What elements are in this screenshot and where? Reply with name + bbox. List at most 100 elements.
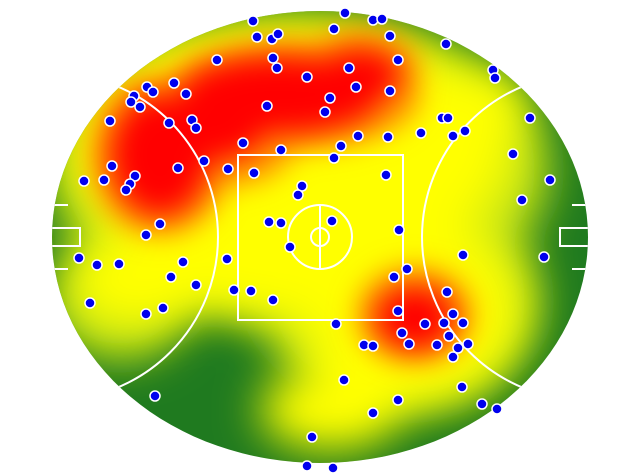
- event-marker: [392, 305, 404, 317]
- left-goal-square: [52, 227, 81, 247]
- event-marker: [247, 15, 259, 27]
- event-marker: [438, 317, 450, 329]
- event-marker: [177, 256, 189, 268]
- event-marker: [106, 160, 118, 172]
- event-marker: [447, 308, 459, 320]
- event-marker: [237, 137, 249, 149]
- event-marker: [113, 258, 125, 270]
- event-marker: [292, 189, 304, 201]
- event-marker: [267, 294, 279, 306]
- event-marker: [327, 462, 339, 474]
- event-marker: [163, 117, 175, 129]
- event-marker: [392, 54, 404, 66]
- event-marker: [221, 253, 233, 265]
- event-marker: [456, 381, 468, 393]
- event-marker: [140, 229, 152, 241]
- event-marker: [190, 279, 202, 291]
- event-marker: [441, 286, 453, 298]
- event-marker: [91, 259, 103, 271]
- event-marker: [380, 169, 392, 181]
- event-marker: [447, 130, 459, 142]
- event-marker: [275, 144, 287, 156]
- event-marker: [326, 215, 338, 227]
- event-marker: [251, 31, 263, 43]
- event-marker: [489, 72, 501, 84]
- event-marker: [452, 342, 464, 354]
- event-marker: [388, 271, 400, 283]
- event-marker: [476, 398, 488, 410]
- event-marker: [516, 194, 528, 206]
- event-marker: [440, 38, 452, 50]
- event-marker: [125, 96, 137, 108]
- event-marker: [263, 216, 275, 228]
- event-marker: [350, 81, 362, 93]
- event-marker: [324, 92, 336, 104]
- event-marker: [149, 390, 161, 402]
- event-marker: [180, 88, 192, 100]
- event-marker: [248, 167, 260, 179]
- event-marker: [98, 174, 110, 186]
- event-marker: [73, 252, 85, 264]
- event-marker: [367, 407, 379, 419]
- event-marker: [393, 224, 405, 236]
- event-marker: [228, 284, 240, 296]
- event-marker: [419, 318, 431, 330]
- event-marker: [415, 127, 427, 139]
- event-marker: [261, 100, 273, 112]
- event-marker: [352, 130, 364, 142]
- event-marker: [190, 122, 202, 134]
- event-marker: [129, 170, 141, 182]
- event-marker: [319, 106, 331, 118]
- event-marker: [157, 302, 169, 314]
- event-marker: [431, 339, 443, 351]
- event-marker: [272, 28, 284, 40]
- event-marker: [491, 403, 503, 415]
- event-marker: [457, 249, 469, 261]
- event-marker: [403, 338, 415, 350]
- event-marker: [376, 13, 388, 25]
- event-marker: [442, 112, 454, 124]
- event-marker: [104, 115, 116, 127]
- event-marker: [384, 30, 396, 42]
- event-marker: [267, 52, 279, 64]
- event-marker: [343, 62, 355, 74]
- event-markers: [73, 7, 556, 474]
- event-marker: [382, 131, 394, 143]
- event-marker: [211, 54, 223, 66]
- event-marker: [459, 125, 471, 137]
- event-marker: [198, 155, 210, 167]
- event-marker: [301, 71, 313, 83]
- event-marker: [328, 23, 340, 35]
- event-marker: [401, 263, 413, 275]
- event-marker: [134, 101, 146, 113]
- event-marker: [462, 338, 474, 350]
- event-marker: [284, 241, 296, 253]
- event-marker: [447, 351, 459, 363]
- right-goal-square: [559, 227, 588, 247]
- event-marker: [392, 394, 404, 406]
- event-marker: [222, 163, 234, 175]
- event-marker: [245, 285, 257, 297]
- event-marker: [384, 85, 396, 97]
- event-marker: [335, 140, 347, 152]
- event-marker: [140, 308, 152, 320]
- event-marker: [457, 317, 469, 329]
- event-marker: [524, 112, 536, 124]
- event-marker: [338, 374, 350, 386]
- event-marker: [165, 271, 177, 283]
- event-marker: [120, 184, 132, 196]
- event-marker: [78, 175, 90, 187]
- event-marker: [538, 251, 550, 263]
- event-marker: [172, 162, 184, 174]
- event-marker: [147, 86, 159, 98]
- event-marker: [330, 318, 342, 330]
- event-marker: [367, 340, 379, 352]
- event-marker: [544, 174, 556, 186]
- centre-square: [237, 154, 404, 321]
- event-marker: [168, 77, 180, 89]
- event-marker: [275, 217, 287, 229]
- event-marker: [301, 460, 313, 472]
- event-marker: [271, 62, 283, 74]
